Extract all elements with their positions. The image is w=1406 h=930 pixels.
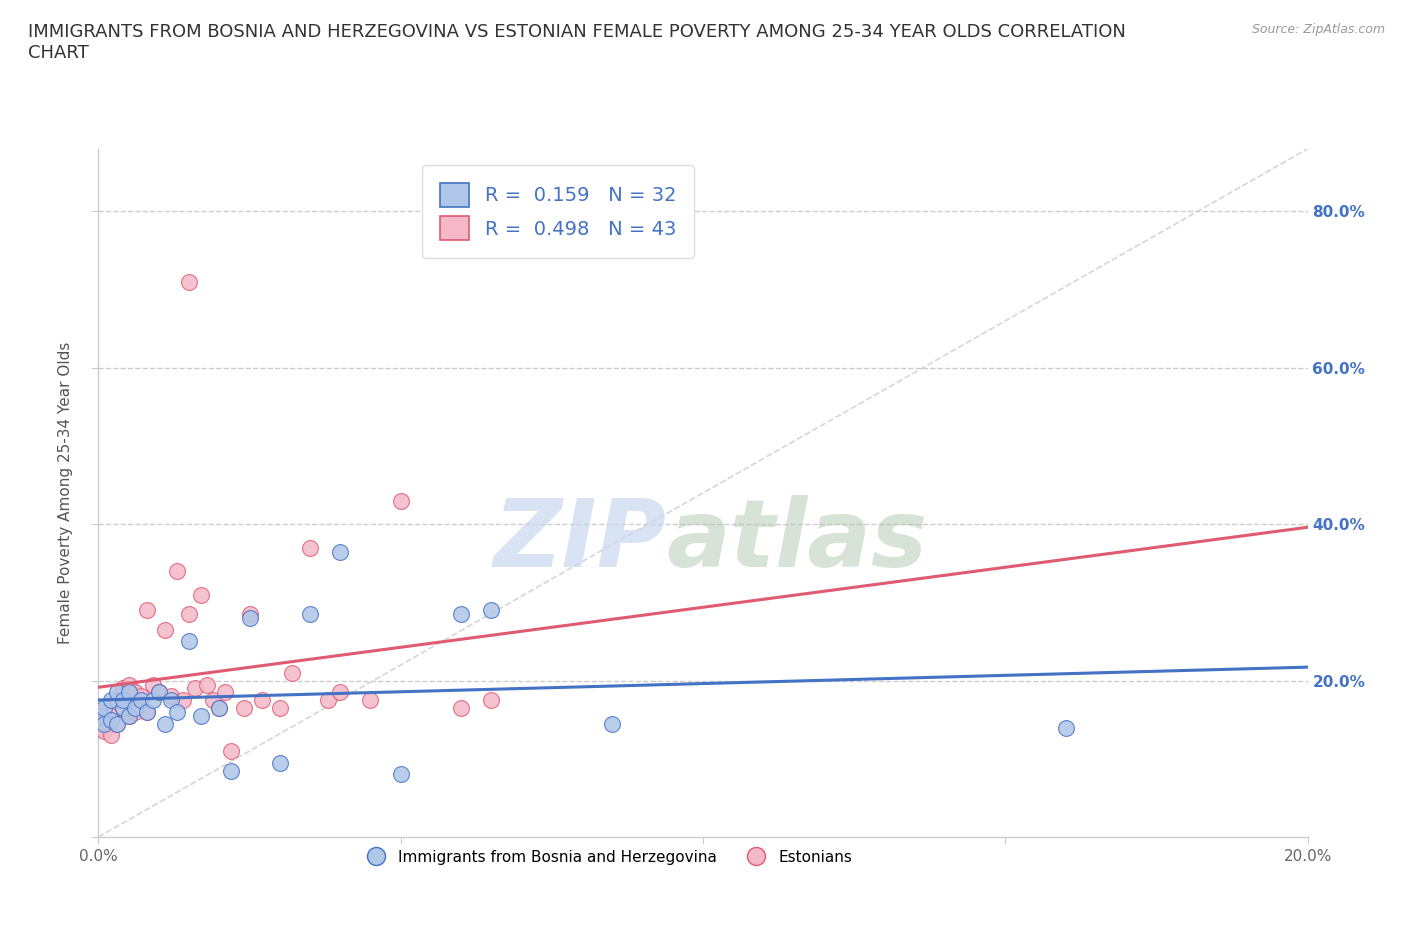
Point <box>100 728 122 743</box>
Point <box>602 716 624 731</box>
Point <box>105 684 128 699</box>
Legend: Immigrants from Bosnia and Herzegovina, Estonians: Immigrants from Bosnia and Herzegovina, … <box>354 844 859 870</box>
Point <box>195 677 218 692</box>
Point <box>232 700 254 715</box>
Point <box>299 606 322 621</box>
Y-axis label: Female Poverty Among 25-34 Year Olds: Female Poverty Among 25-34 Year Olds <box>58 341 73 644</box>
Point <box>1054 720 1077 735</box>
Point <box>481 603 503 618</box>
Point <box>135 704 157 719</box>
Point <box>89 720 111 735</box>
Point <box>93 704 115 719</box>
Point <box>148 684 170 699</box>
Point <box>100 693 122 708</box>
Point <box>118 684 141 699</box>
Point <box>221 764 243 778</box>
Point <box>208 700 231 715</box>
Point <box>160 693 183 708</box>
Point <box>190 587 212 602</box>
Point <box>111 700 134 715</box>
Point <box>239 611 262 626</box>
Point <box>124 704 146 719</box>
Point <box>100 709 122 724</box>
Point <box>93 700 115 715</box>
Point <box>105 716 128 731</box>
Point <box>281 665 304 680</box>
Point <box>142 677 165 692</box>
Point <box>124 684 146 699</box>
Point <box>105 716 128 731</box>
Point <box>208 700 231 715</box>
Point <box>93 716 115 731</box>
Point <box>250 693 273 708</box>
Text: atlas: atlas <box>666 495 928 587</box>
Text: IMMIGRANTS FROM BOSNIA AND HERZEGOVINA VS ESTONIAN FEMALE POVERTY AMONG 25-34 YE: IMMIGRANTS FROM BOSNIA AND HERZEGOVINA V… <box>28 23 1126 62</box>
Point <box>179 606 201 621</box>
Point <box>179 274 201 289</box>
Point <box>118 677 141 692</box>
Point <box>329 684 352 699</box>
Point <box>90 709 112 724</box>
Point <box>360 693 382 708</box>
Point <box>329 544 352 559</box>
Point <box>184 681 207 696</box>
Point <box>124 700 146 715</box>
Point <box>269 755 291 770</box>
Point <box>153 622 176 637</box>
Point <box>160 689 183 704</box>
Point <box>166 704 188 719</box>
Point <box>172 693 194 708</box>
Point <box>214 684 236 699</box>
Point <box>450 700 472 715</box>
Text: Source: ZipAtlas.com: Source: ZipAtlas.com <box>1251 23 1385 36</box>
Point <box>135 603 157 618</box>
Point <box>100 712 122 727</box>
Point <box>111 693 134 708</box>
Point <box>299 540 322 555</box>
Point <box>316 693 339 708</box>
Point <box>105 693 128 708</box>
Point <box>90 712 112 727</box>
Point <box>135 704 157 719</box>
Point <box>481 693 503 708</box>
Point <box>142 693 165 708</box>
Point <box>153 716 176 731</box>
Text: ZIP: ZIP <box>494 495 666 587</box>
Point <box>129 693 152 708</box>
Point <box>93 724 115 738</box>
Point <box>389 493 412 508</box>
Point <box>148 684 170 699</box>
Point <box>166 564 188 578</box>
Point <box>111 700 134 715</box>
Point <box>239 606 262 621</box>
Point <box>111 681 134 696</box>
Point <box>389 767 412 782</box>
Point <box>221 744 243 759</box>
Point <box>118 709 141 724</box>
Point <box>118 709 141 724</box>
Point <box>202 693 225 708</box>
Point <box>179 634 201 649</box>
Point <box>450 606 472 621</box>
Point <box>190 709 212 724</box>
Point <box>129 689 152 704</box>
Point <box>269 700 291 715</box>
